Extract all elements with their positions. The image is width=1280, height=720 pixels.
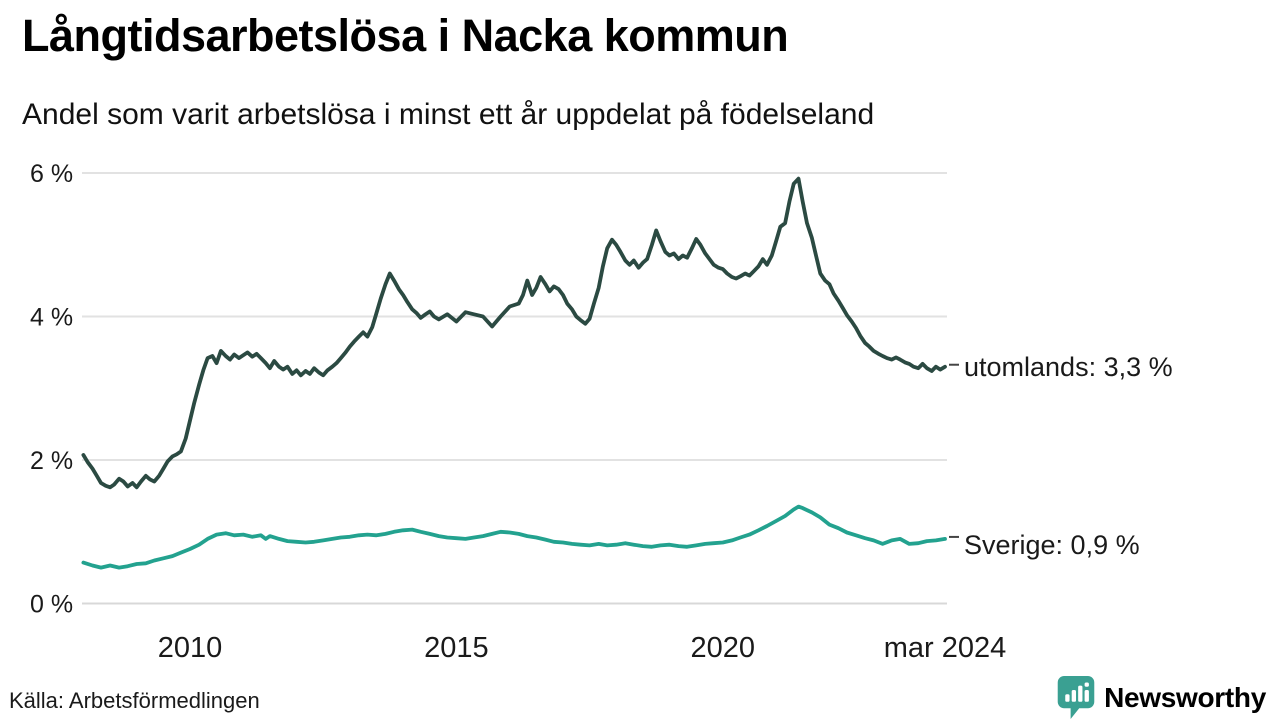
series-end-label-sverige: Sverige: 0,9 % — [964, 530, 1140, 560]
newsworthy-logo[interactable]: Newsworthy — [1056, 676, 1266, 719]
x-tick-label: 2010 — [158, 632, 223, 664]
x-tick-label: 2015 — [424, 632, 489, 664]
page-subtitle: Andel som varit arbetslösa i minst ett å… — [22, 98, 875, 131]
source-note: Källa: Arbetsförmedlingen — [9, 688, 260, 713]
y-tick-label: 2 % — [30, 447, 73, 475]
newsworthy-wordmark: Newsworthy — [1104, 681, 1266, 713]
series-end-label-utomlands: utomlands: 3,3 % — [964, 352, 1173, 382]
x-tick-label: mar 2024 — [884, 632, 1007, 664]
series-line-utomlands — [81, 176, 947, 490]
newsworthy-bubble-chart-icon — [1057, 676, 1095, 719]
x-tick-label: 2020 — [691, 632, 756, 664]
y-tick-label: 4 % — [30, 304, 73, 332]
y-tick-label: 0 % — [30, 591, 73, 619]
y-tick-label: 6 % — [30, 160, 73, 188]
series-line-Sverige — [81, 504, 947, 570]
page-title: Långtidsarbetslösa i Nacka kommun — [22, 10, 789, 61]
